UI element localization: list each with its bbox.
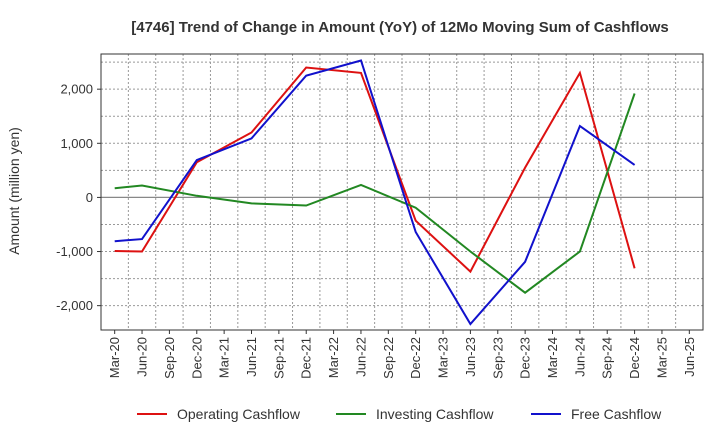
x-tick-label: Dec-21: [299, 337, 314, 379]
x-ticks: Mar-20 Jun-20 Sep-20 Dec-20 Mar-21 Jun-21 Sep-…: [107, 330, 697, 379]
x-tick-label: Mar-22: [326, 337, 341, 378]
x-tick-label: Jun-23: [463, 337, 478, 377]
y-tick-label: -1,000: [56, 244, 93, 259]
x-tick-label: Jun-25: [682, 337, 697, 377]
x-tick-label: Mar-23: [436, 337, 451, 378]
x-tick-label: Sep-23: [490, 337, 505, 379]
x-tick-label: Dec-22: [408, 337, 423, 379]
x-tick-label: Dec-23: [518, 337, 533, 379]
y-axis-label: Amount (million yen): [6, 127, 22, 255]
plot-frame: [100, 53, 704, 331]
series-line-investing-cashflow: [114, 93, 636, 294]
x-tick-label: Mar-24: [545, 337, 560, 378]
chart-title: [4746] Trend of Change in Amount (YoY) o…: [131, 19, 669, 36]
y-ticks: 2,000 1,000 0 -1,000 -2,000: [56, 82, 101, 313]
x-tick-label: Mar-25: [654, 337, 669, 378]
x-tick-label: Mar-21: [217, 337, 232, 378]
x-tick-label: Jun-24: [572, 337, 587, 377]
x-tick-label: Sep-24: [600, 337, 615, 379]
legend-label-operating-cashflow: Operating Cashflow: [177, 406, 301, 422]
y-tick-label: -2,000: [56, 298, 93, 313]
legend-label-investing-cashflow: Investing Cashflow: [376, 406, 494, 422]
x-tick-label: Jun-20: [135, 337, 150, 377]
series-line-free-cashflow: [114, 59, 636, 326]
legend-label-free-cashflow: Free Cashflow: [571, 406, 662, 422]
y-tick-label: 1,000: [60, 136, 93, 151]
x-tick-label: Mar-20: [107, 337, 122, 378]
x-tick-label: Sep-21: [271, 337, 286, 379]
series-lines: [114, 59, 636, 326]
x-tick-label: Sep-22: [381, 337, 396, 379]
grid: [101, 54, 703, 330]
y-tick-label: 0: [86, 190, 93, 205]
x-tick-label: Dec-24: [627, 337, 642, 379]
x-tick-label: Sep-20: [162, 337, 177, 379]
y-tick-label: 2,000: [60, 82, 93, 97]
legend: Operating Cashflow Investing Cashflow Free…: [137, 406, 662, 422]
x-tick-label: Jun-21: [244, 337, 259, 377]
x-tick-label: Dec-20: [189, 337, 204, 379]
x-tick-label: Jun-22: [353, 337, 368, 377]
